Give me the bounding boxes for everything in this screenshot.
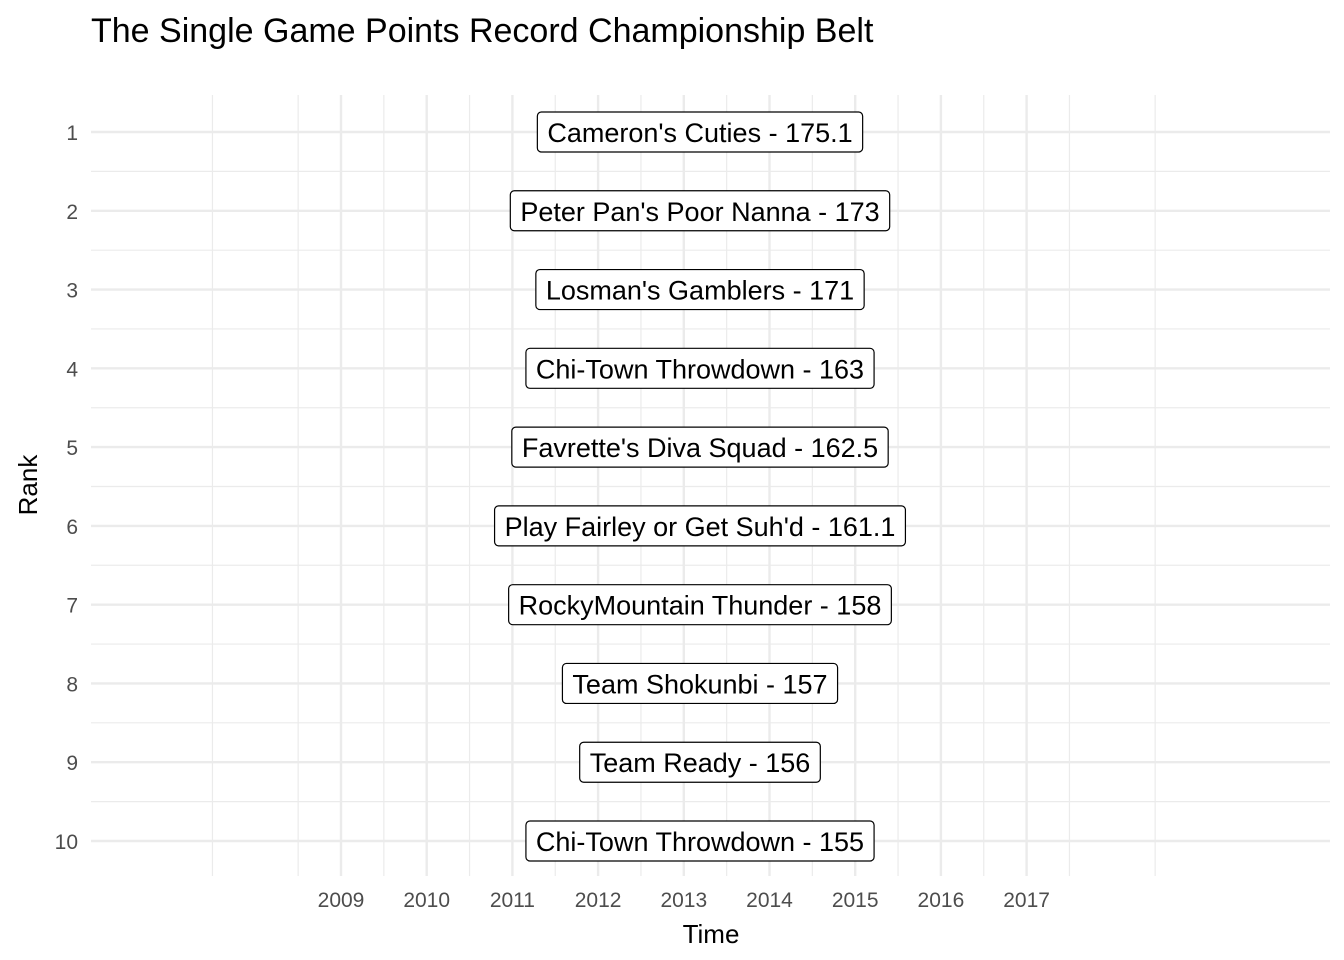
y-tick-label: 10 xyxy=(55,831,78,854)
x-tick-label: 2011 xyxy=(490,889,535,912)
data-label-box xyxy=(561,662,839,705)
data-label-text: Team Shokunbi - 157 xyxy=(572,669,827,699)
y-tick-label: 6 xyxy=(66,516,78,539)
y-tick-label: 8 xyxy=(66,673,78,696)
data-label-box xyxy=(493,505,907,547)
data-label: Cameron's Cuties - 175.1 xyxy=(536,111,864,153)
data-label-box xyxy=(511,426,889,468)
chart-title: The Single Game Points Record Championsh… xyxy=(91,12,874,50)
data-label-box xyxy=(579,741,821,783)
x-tick-label: 2014 xyxy=(746,889,793,912)
data-label: Favrette's Diva Squad - 162.5 xyxy=(511,426,889,468)
data-label-text: Favrette's Diva Squad - 162.5 xyxy=(522,433,878,463)
data-label-box xyxy=(508,584,892,626)
data-label-text: Losman's Gamblers - 171 xyxy=(546,276,854,306)
x-tick-label: 2010 xyxy=(403,889,450,912)
y-tick-label: 9 xyxy=(66,752,78,775)
data-label-text: Team Ready - 156 xyxy=(590,748,811,778)
data-label: Peter Pan's Poor Nanna - 173 xyxy=(509,190,891,232)
y-tick-label: 3 xyxy=(66,280,78,303)
data-label-text: Cameron's Cuties - 175.1 xyxy=(547,118,852,148)
y-tick-label: 5 xyxy=(66,437,78,460)
y-axis-title: Rank xyxy=(13,454,43,516)
data-label: RockyMountain Thunder - 158 xyxy=(508,584,892,626)
data-label-box xyxy=(535,268,865,311)
x-tick-label: 2017 xyxy=(1003,889,1050,912)
data-label: Team Shokunbi - 157 xyxy=(561,662,839,705)
data-label: Play Fairley or Get Suh'd - 161.1 xyxy=(493,505,907,547)
data-label-text: RockyMountain Thunder - 158 xyxy=(519,591,882,621)
x-tick-label: 2012 xyxy=(575,889,622,912)
x-tick-label: 2013 xyxy=(660,889,707,912)
data-label-text: Chi-Town Throwdown - 155 xyxy=(536,827,864,857)
x-tick-label: 2015 xyxy=(832,889,879,912)
x-tick-label: 2016 xyxy=(918,889,965,912)
data-label-text: Play Fairley or Get Suh'd - 161.1 xyxy=(505,512,896,542)
data-label-box xyxy=(525,820,875,862)
x-axis-ticks: 2009 2010 2011 2012 2013 2014 2015 2016 2017 xyxy=(318,889,1050,912)
y-tick-label: 1 xyxy=(66,122,78,145)
data-label-text: Chi-Town Throwdown - 163 xyxy=(536,354,864,384)
data-label-box xyxy=(536,111,864,153)
data-label: Losman's Gamblers - 171 xyxy=(535,268,865,311)
data-label: Chi-Town Throwdown - 155 xyxy=(525,820,875,862)
y-axis-ticks: 1 2 3 4 5 6 7 8 9 10 xyxy=(55,122,79,854)
x-axis-title: Time xyxy=(683,919,740,949)
data-label-text: Peter Pan's Poor Nanna - 173 xyxy=(520,197,879,227)
y-tick-label: 2 xyxy=(66,201,78,224)
data-label-box xyxy=(509,190,891,232)
data-label: Team Ready - 156 xyxy=(579,741,821,783)
y-tick-label: 7 xyxy=(66,595,78,618)
data-label: Chi-Town Throwdown - 163 xyxy=(525,347,875,389)
y-tick-label: 4 xyxy=(66,358,78,381)
data-labels: Cameron's Cuties - 175.1 Peter Pan's Poor… xyxy=(493,111,907,862)
x-tick-label: 2009 xyxy=(318,889,365,912)
data-label-box xyxy=(525,347,875,389)
